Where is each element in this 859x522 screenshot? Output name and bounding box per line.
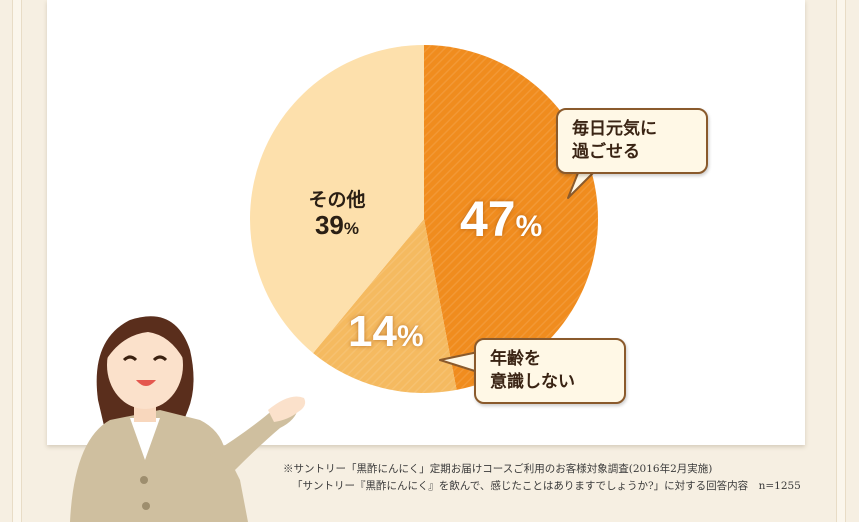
right-frame-border [836, 0, 846, 522]
slice-2-percent-label: 14% [348, 307, 424, 357]
pie-slice-1-texture [424, 45, 598, 390]
footnote-line-2: 「サントリー『黒酢にんにく』を飲んで、感じたことはありますでしょうか?」に対する… [292, 479, 801, 492]
footnote-line-1: ※サントリー「黒酢にんにく」定期お届けコースご利用のお客様対象調査(2016年2… [283, 463, 713, 475]
button-1 [140, 476, 148, 484]
callout-daily-energy: 毎日元気に 過ごせる [556, 108, 708, 174]
presenter-illustration [70, 316, 306, 522]
callout-2-line-1: 年齢を [490, 349, 541, 369]
face [107, 321, 183, 409]
callout-1-line-2: 過ごせる [572, 141, 640, 162]
slice-1-unit: % [515, 210, 543, 243]
collar [130, 418, 160, 460]
other-slice-percent: 39% [315, 210, 359, 240]
hair-front [106, 318, 184, 360]
other-slice-label: その他 39% [292, 189, 382, 240]
left-eye [122, 355, 138, 362]
other-slice-unit: % [343, 218, 360, 238]
slice-2-value: 14 [348, 307, 397, 356]
pie-slice-3 [250, 45, 424, 354]
slice-1-percent-label: 47% [460, 190, 542, 248]
hand [268, 396, 306, 422]
other-slice-value: 39 [314, 209, 344, 240]
jacket [70, 410, 248, 522]
button-2 [142, 502, 150, 510]
callout-1-line-1: 毎日元気に [572, 119, 657, 139]
callout-not-conscious-of-age: 年齢を 意識しない [474, 338, 626, 404]
callout-2-tail [439, 351, 479, 373]
slice-1-value: 47 [460, 191, 516, 247]
footnote: ※サントリー「黒酢にんにく」定期お届けコースご利用のお客様対象調査(2016年2… [283, 461, 801, 495]
left-frame-border [12, 0, 22, 522]
pie-slice-2-texture [313, 219, 457, 393]
callout-2-line-2: 意識しない [490, 371, 575, 392]
other-slice-name: その他 [308, 189, 366, 211]
right-eye [152, 355, 168, 362]
mouth [136, 380, 156, 386]
slice-2-unit: % [396, 320, 424, 353]
